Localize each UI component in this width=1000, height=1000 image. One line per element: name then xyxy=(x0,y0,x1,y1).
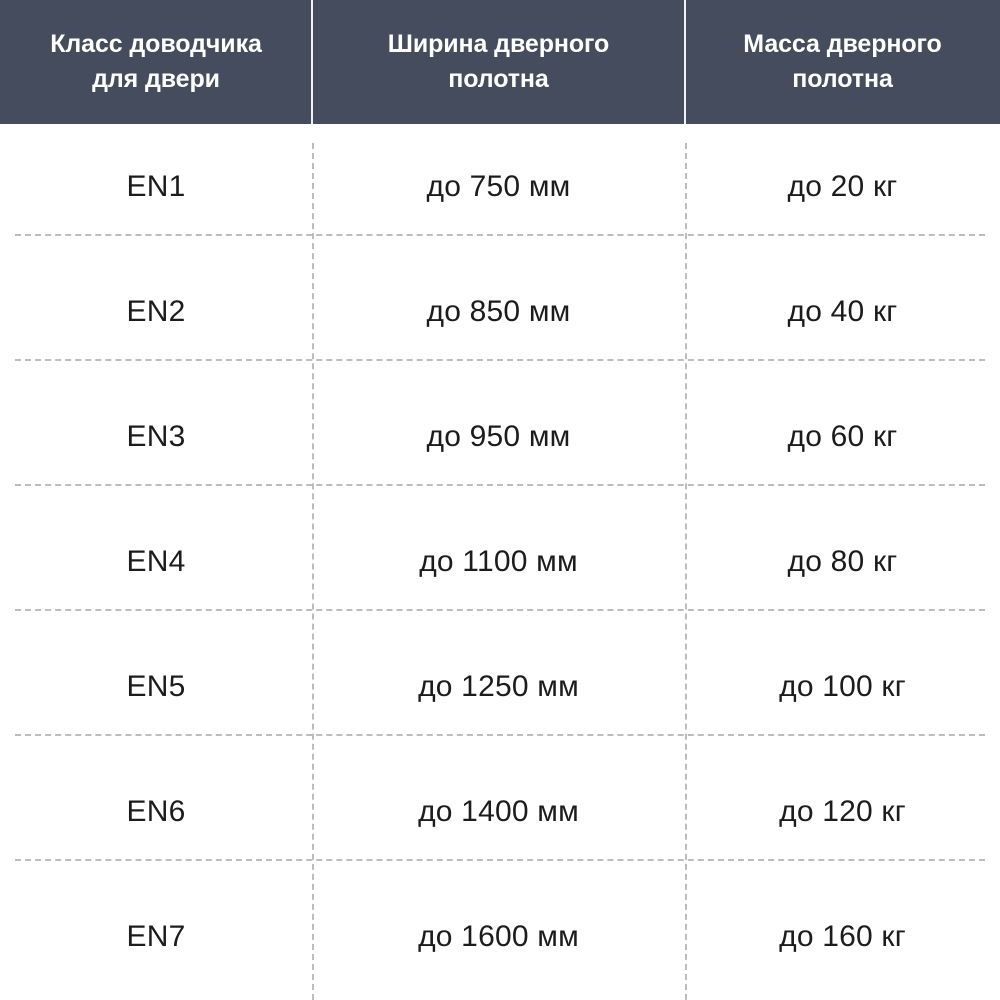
row-divider xyxy=(15,234,985,236)
table-header-cell-width: Ширина дверного полотна xyxy=(312,0,685,124)
table-cell-class: EN1 xyxy=(0,124,312,249)
table-cell-weight: до 120 кг xyxy=(685,749,1000,874)
row-divider xyxy=(15,609,985,611)
cell-value-width: до 750 мм xyxy=(426,169,571,203)
cell-value-weight: до 120 кг xyxy=(779,794,906,828)
table-cell-width: до 1250 мм xyxy=(312,624,685,749)
table-cell-width: до 1600 мм xyxy=(312,874,685,999)
table-cell-weight: до 80 кг xyxy=(685,499,1000,624)
cell-value-width: до 1600 мм xyxy=(418,919,579,953)
table-row: EN4 до 1100 мм до 80 кг xyxy=(0,499,1000,624)
cell-value-weight: до 160 кг xyxy=(779,919,906,953)
cell-value-width: до 1250 мм xyxy=(418,669,579,703)
cell-value-width: до 850 мм xyxy=(426,294,571,328)
table-cell-width: до 950 мм xyxy=(312,374,685,499)
table-cell-weight: до 160 кг xyxy=(685,874,1000,999)
cell-value-class: EN6 xyxy=(126,794,186,828)
table-cell-weight: до 40 кг xyxy=(685,249,1000,374)
cell-value-weight: до 40 кг xyxy=(787,294,898,328)
table-header-cell-weight: Масса дверного полотна xyxy=(685,0,1000,124)
cell-value-weight: до 80 кг xyxy=(787,544,898,578)
table-header-label-weight: Масса дверного полотна xyxy=(743,29,942,94)
cell-value-class: EN3 xyxy=(126,419,186,453)
cell-value-width: до 950 мм xyxy=(426,419,571,453)
row-divider xyxy=(15,734,985,736)
table-cell-width: до 1400 мм xyxy=(312,749,685,874)
table-header-label-width: Ширина дверного полотна xyxy=(387,29,610,94)
body-column-divider-1 xyxy=(312,143,314,1000)
cell-value-weight: до 20 кг xyxy=(787,169,898,203)
table-body: EN1 до 750 мм до 20 кг EN2 до 850 мм до … xyxy=(0,124,1000,1000)
table-row: EN1 до 750 мм до 20 кг xyxy=(0,124,1000,249)
cell-value-class: EN2 xyxy=(126,294,186,328)
table-cell-class: EN4 xyxy=(0,499,312,624)
table-row: EN3 до 950 мм до 60 кг xyxy=(0,374,1000,499)
cell-value-class: EN5 xyxy=(126,669,186,703)
table-cell-class: EN7 xyxy=(0,874,312,999)
table-row: EN2 до 850 мм до 40 кг xyxy=(0,249,1000,374)
table-cell-weight: до 100 кг xyxy=(685,624,1000,749)
table-cell-class: EN2 xyxy=(0,249,312,374)
cell-value-weight: до 60 кг xyxy=(787,419,898,453)
table-cell-class: EN6 xyxy=(0,749,312,874)
table-cell-width: до 850 мм xyxy=(312,249,685,374)
cell-value-class: EN1 xyxy=(126,169,186,203)
table-cell-weight: до 20 кг xyxy=(685,124,1000,249)
table-row: EN5 до 1250 мм до 100 кг xyxy=(0,624,1000,749)
table-cell-class: EN3 xyxy=(0,374,312,499)
cell-value-weight: до 100 кг xyxy=(779,669,906,703)
header-column-divider-2 xyxy=(684,0,686,124)
table-row: EN7 до 1600 мм до 160 кг xyxy=(0,874,1000,999)
table-header-row: Класс доводчика для двери Ширина дверног… xyxy=(0,0,1000,124)
table-cell-weight: до 60 кг xyxy=(685,374,1000,499)
header-column-divider-1 xyxy=(311,0,313,124)
row-divider xyxy=(15,484,985,486)
table-cell-width: до 1100 мм xyxy=(312,499,685,624)
table-cell-class: EN5 xyxy=(0,624,312,749)
cell-value-class: EN4 xyxy=(126,544,186,578)
cell-value-class: EN7 xyxy=(126,919,186,953)
cell-value-width: до 1100 мм xyxy=(419,544,578,578)
table-cell-width: до 750 мм xyxy=(312,124,685,249)
table-header-label-class: Класс доводчика для двери xyxy=(50,29,262,94)
cell-value-width: до 1400 мм xyxy=(418,794,579,828)
row-divider xyxy=(15,859,985,861)
row-divider xyxy=(15,359,985,361)
table-header-cell-class: Класс доводчика для двери xyxy=(0,0,312,124)
table-row: EN6 до 1400 мм до 120 кг xyxy=(0,749,1000,874)
body-column-divider-2 xyxy=(685,143,687,1000)
